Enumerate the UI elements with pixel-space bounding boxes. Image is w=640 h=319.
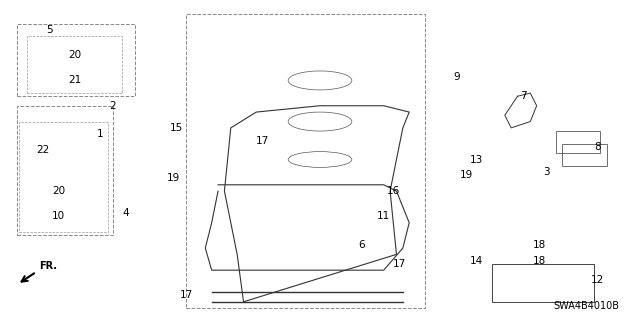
- Text: 22: 22: [36, 145, 49, 155]
- Text: 14: 14: [470, 256, 483, 266]
- Bar: [27, 36, 122, 93]
- Bar: [556, 131, 600, 153]
- Text: 4: 4: [122, 208, 129, 218]
- Text: 12: 12: [591, 275, 604, 285]
- Text: 17: 17: [393, 259, 406, 269]
- Text: 10: 10: [52, 211, 65, 221]
- Text: 15: 15: [170, 123, 183, 133]
- Text: 7: 7: [520, 91, 527, 101]
- Text: 9: 9: [454, 72, 460, 82]
- Text: 16: 16: [387, 186, 400, 196]
- Bar: [19, 122, 108, 232]
- Text: 2: 2: [109, 101, 116, 111]
- Text: 20: 20: [52, 186, 65, 196]
- Text: 18: 18: [533, 240, 547, 250]
- Text: 21: 21: [68, 76, 81, 85]
- Bar: [562, 144, 607, 166]
- Text: FR.: FR.: [40, 261, 58, 271]
- Text: 19: 19: [167, 174, 180, 183]
- Text: 17: 17: [256, 136, 269, 145]
- Text: 17: 17: [180, 291, 193, 300]
- Text: 19: 19: [460, 170, 473, 180]
- Text: 5: 5: [46, 25, 52, 35]
- Text: 8: 8: [594, 142, 600, 152]
- Bar: [492, 264, 594, 302]
- Text: 6: 6: [358, 240, 365, 250]
- Text: 1: 1: [97, 129, 104, 139]
- Text: 13: 13: [470, 154, 483, 165]
- Text: SWA4B4010B: SWA4B4010B: [554, 301, 620, 311]
- Text: 11: 11: [377, 211, 390, 221]
- Text: 3: 3: [543, 167, 550, 177]
- Text: 20: 20: [68, 50, 81, 60]
- Text: 18: 18: [533, 256, 547, 266]
